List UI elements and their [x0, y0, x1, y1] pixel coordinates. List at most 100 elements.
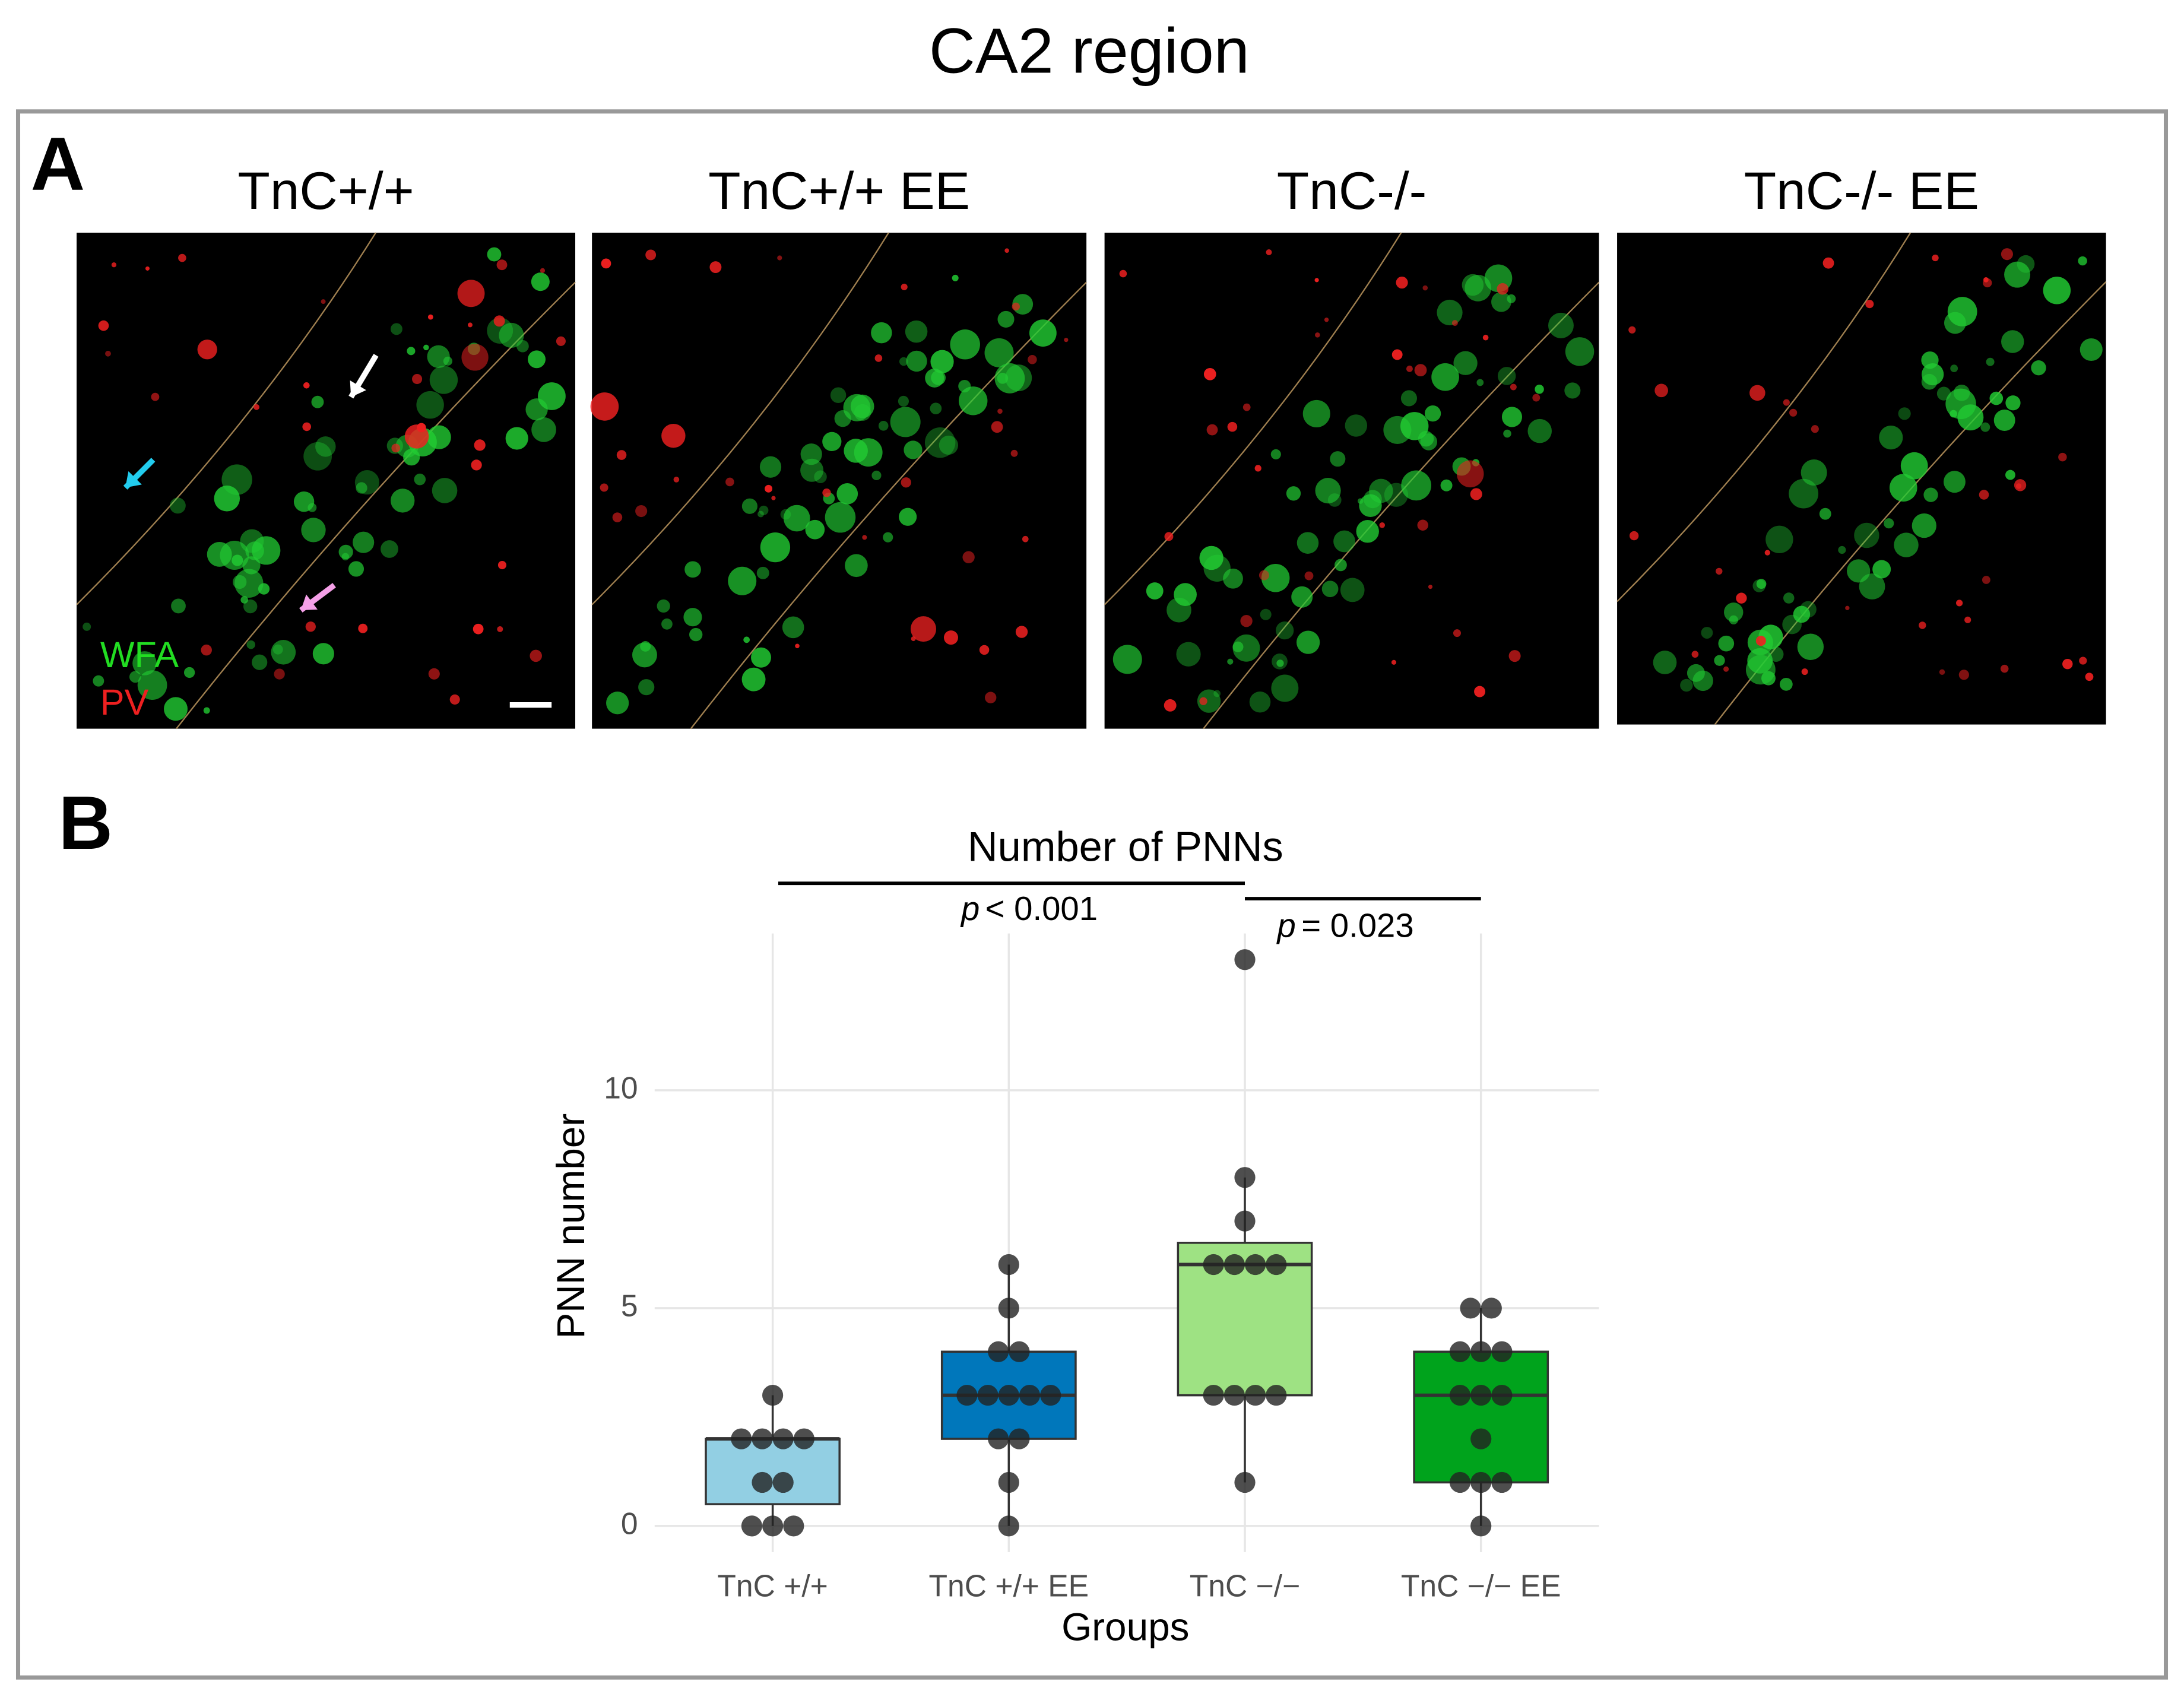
green-signal — [780, 509, 791, 520]
green-signal — [1425, 405, 1441, 422]
data-point — [1460, 1298, 1481, 1319]
red-signal — [2062, 658, 2073, 670]
red-signal — [590, 392, 619, 421]
green-signal — [1872, 560, 1891, 579]
red-signal — [1822, 257, 1834, 269]
green-signal — [906, 350, 927, 372]
image-title: TnC-/- EE — [1744, 161, 1979, 220]
data-point — [998, 1515, 1019, 1537]
green-signal — [1898, 407, 1911, 420]
green-signal — [132, 651, 157, 675]
green-signal — [997, 310, 1015, 328]
green-signal — [1527, 418, 1552, 443]
red-signal — [874, 354, 883, 362]
red-signal — [1266, 249, 1272, 255]
green-signal — [606, 692, 629, 715]
red-signal — [901, 283, 908, 291]
red-signal — [496, 259, 508, 271]
green-signal — [1921, 373, 1938, 390]
green-signal — [353, 531, 375, 553]
red-signal — [391, 443, 401, 453]
green-signal — [429, 366, 458, 394]
green-signal — [657, 599, 670, 613]
red-signal — [427, 314, 433, 320]
green-signal — [381, 540, 398, 558]
green-signal — [759, 456, 782, 478]
red-signal — [1203, 367, 1216, 380]
green-signal — [252, 536, 281, 565]
green-signal — [959, 386, 988, 415]
green-signal — [825, 502, 856, 533]
data-point — [1491, 1471, 1513, 1493]
data-point — [1234, 1471, 1256, 1493]
green-signal — [2043, 277, 2071, 304]
red-signal — [1865, 300, 1874, 309]
green-signal — [782, 616, 804, 639]
data-point — [1234, 1210, 1256, 1232]
image-title: TnC+/+ EE — [708, 161, 970, 220]
red-signal — [725, 477, 734, 487]
y-tick-label: 10 — [604, 1071, 638, 1105]
green-signal — [1900, 452, 1928, 480]
data-point — [772, 1428, 794, 1449]
data-point — [956, 1385, 978, 1406]
green-signal — [1854, 522, 1879, 548]
red-signal — [449, 694, 460, 705]
data-point — [1009, 1341, 1030, 1362]
green-signal — [814, 470, 827, 484]
red-signal — [540, 268, 546, 273]
red-signal — [1004, 248, 1009, 253]
green-signal — [1232, 641, 1244, 652]
data-point — [1449, 1341, 1471, 1362]
red-signal — [1428, 585, 1433, 589]
green-signal — [661, 618, 673, 630]
red-signal — [635, 505, 648, 518]
green-signal — [1980, 422, 1990, 432]
data-point — [1203, 1385, 1224, 1406]
green-signal — [984, 338, 1014, 367]
red-signal — [601, 258, 611, 269]
green-signal — [904, 440, 923, 459]
green-signal — [246, 640, 255, 649]
green-signal — [1276, 621, 1294, 640]
data-point — [1234, 949, 1256, 970]
red-signal — [1199, 697, 1207, 705]
red-signal — [1691, 651, 1699, 658]
data-point — [741, 1515, 763, 1537]
red-signal — [1474, 686, 1486, 697]
chart-title: Number of PNNs — [968, 823, 1283, 870]
green-signal — [756, 566, 769, 579]
data-point — [1481, 1298, 1502, 1319]
green-signal — [1687, 664, 1705, 682]
green-signal — [871, 470, 882, 481]
green-signal — [1793, 605, 1811, 623]
green-signal — [1315, 478, 1341, 504]
green-signal — [531, 272, 550, 291]
green-signal — [1503, 429, 1511, 438]
green-signal — [214, 486, 240, 512]
data-point — [762, 1385, 784, 1406]
green-signal — [1491, 291, 1511, 312]
green-signal — [1401, 470, 1432, 501]
data-point — [1234, 1167, 1256, 1188]
green-signal — [1838, 545, 1846, 554]
red-signal — [600, 483, 608, 492]
green-signal — [1718, 635, 1735, 652]
x-tick-label: TnC +/+ EE — [929, 1569, 1089, 1603]
p-value: p = 0.023 — [1276, 906, 1414, 944]
box-plot: Number of PNNs Groups PNN number 0 5 10 TnC +/… — [549, 823, 1599, 1649]
red-signal — [303, 382, 310, 389]
red-signal — [151, 392, 160, 401]
green-signal — [1356, 520, 1379, 543]
green-signal — [391, 489, 415, 513]
green-signal — [1944, 312, 1966, 334]
green-signal — [1431, 363, 1459, 391]
green-signal — [1564, 382, 1581, 399]
red-signal — [1497, 283, 1508, 295]
green-signal — [760, 532, 791, 563]
green-signal — [1789, 478, 1819, 509]
green-signal — [1989, 391, 2004, 405]
green-signal — [525, 398, 548, 421]
red-signal — [474, 439, 486, 451]
